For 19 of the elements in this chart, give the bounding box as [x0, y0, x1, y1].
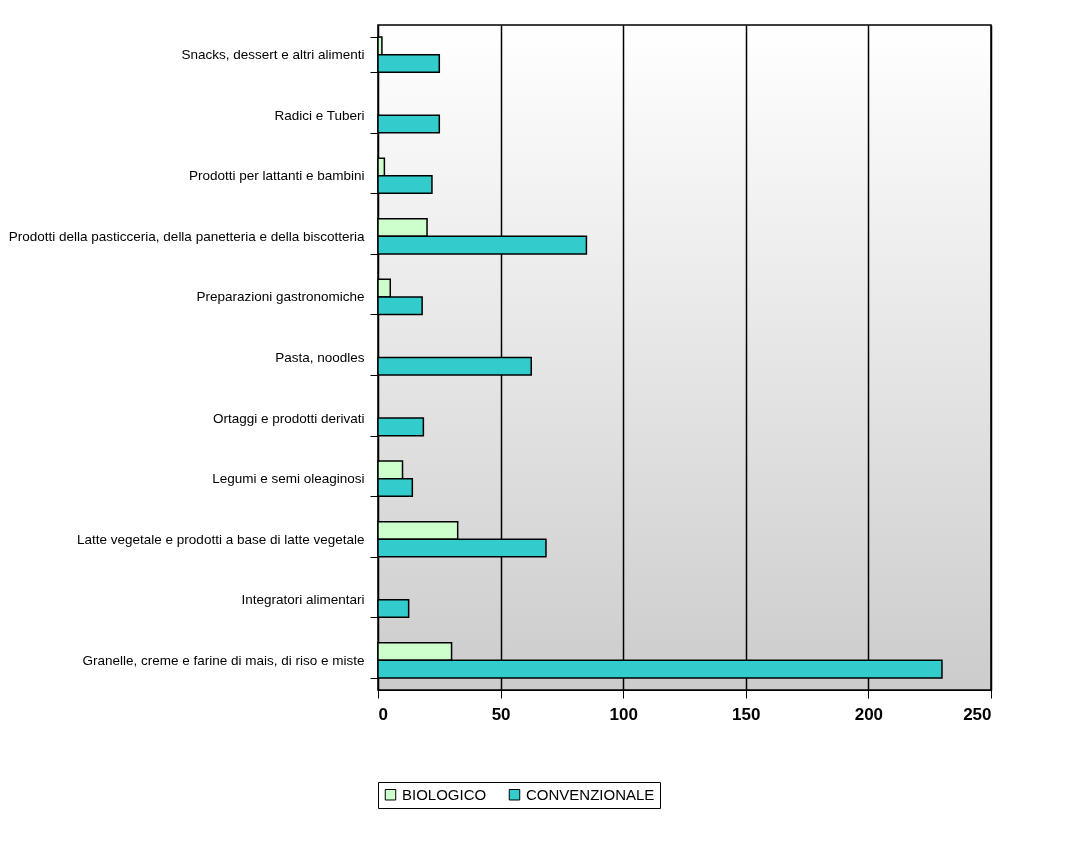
legend-label: CONVENZIONALE — [526, 785, 655, 803]
y-tick-label: Snacks, dessert e altri alimenti — [181, 47, 365, 63]
x-tick-label: 150 — [732, 704, 761, 724]
y-tick-label: Integratori alimentari — [241, 592, 365, 608]
y-tick-label: Pasta, noodles — [275, 350, 365, 365]
y-tick-label: Prodotti per lattanti e bambini — [188, 168, 365, 184]
y-tick-label: Prodotti della pasticceria, della panetteria e della biscotteria — [8, 228, 365, 244]
y-tick-label: Legumi e semi oleaginosi — [212, 471, 365, 487]
y-tick-label: Radici e Tuberi — [274, 107, 365, 123]
x-tick-label: 50 — [491, 704, 511, 724]
x-tick-label: 200 — [854, 704, 884, 724]
y-tick-label: Latte vegetale e prodotti a base di latte vegetale — [77, 531, 365, 547]
x-tick-label: 250 — [963, 704, 992, 724]
x-tick-label: 0 — [378, 704, 388, 724]
x-tick-label: 100 — [609, 704, 638, 724]
y-tick-label: Ortaggi e prodotti derivati — [212, 410, 365, 426]
y-tick-label: Granelle, creme e farine di mais, di riso e miste — [82, 652, 365, 668]
legend-label: BIOLOGICO — [402, 785, 487, 803]
y-tick-label: Preparazioni gastronomiche — [196, 289, 365, 305]
